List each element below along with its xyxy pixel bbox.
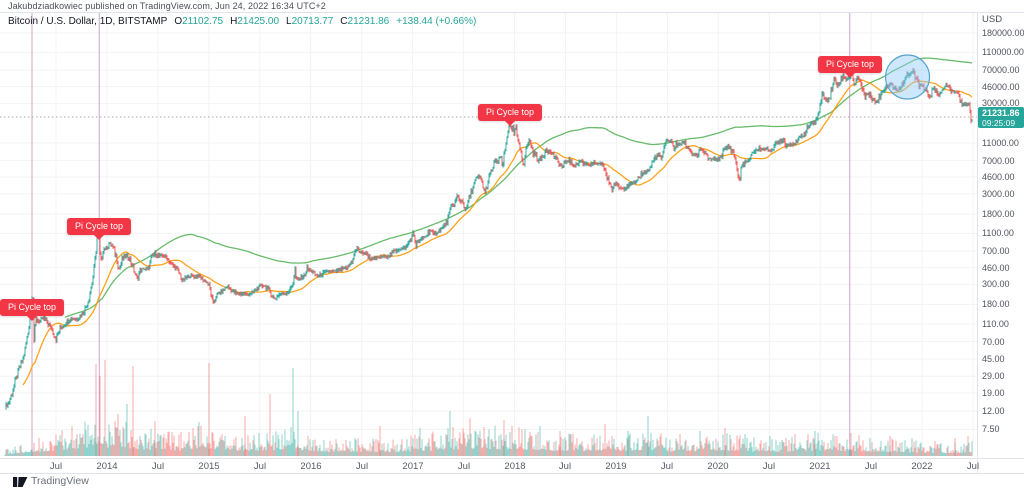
price-tick-label: 1800.00 xyxy=(982,209,1015,219)
price-tick-label: 3000.00 xyxy=(982,189,1015,199)
time-tick-label: 2019 xyxy=(605,461,627,472)
ohlc-low: L20713.77 xyxy=(286,16,334,27)
time-tick-label: Jul xyxy=(558,461,572,472)
tradingview-brand[interactable]: TradingView xyxy=(31,475,89,487)
price-tick-label: 180.00 xyxy=(982,299,1010,309)
candles-up xyxy=(5,68,973,410)
time-tick-label: Jul xyxy=(355,461,369,472)
highlight-circle[interactable] xyxy=(884,54,931,100)
time-tick-label: Jul xyxy=(457,461,471,472)
price-tick-label: 110.00 xyxy=(982,319,1009,329)
time-tick-label: 2017 xyxy=(402,461,424,472)
time-tick-label: Jul xyxy=(762,461,776,472)
time-tick-label: Jul xyxy=(49,461,63,472)
time-tick-label: Jul xyxy=(660,461,674,472)
pi-cycle-top-label[interactable]: Pi Cycle top xyxy=(66,218,132,235)
grid-lines xyxy=(0,12,977,456)
time-tick-label: Jul xyxy=(966,461,980,472)
ohlc-open: O21102.75 xyxy=(174,16,224,27)
price-tick-label: 19.00 xyxy=(982,388,1005,398)
symbol-legend: Bitcoin / U.S. Dollar, 1D, BITSTAMP O2110… xyxy=(8,16,476,27)
price-tick-label: 46000.00 xyxy=(982,82,1020,92)
price-tick-label: 30000.00 xyxy=(982,98,1020,108)
publisher-line: Jakubdziadkowiec published on TradingVie… xyxy=(8,1,326,11)
ohlc-high: H21425.00 xyxy=(230,16,280,27)
price-tick-label: 12.00 xyxy=(982,406,1005,416)
symbol-title[interactable]: Bitcoin / U.S. Dollar, 1D, BITSTAMP xyxy=(8,16,168,27)
footer-separator xyxy=(0,473,1024,474)
ma-350x2-line[interactable] xyxy=(64,57,973,318)
price-tick-label: 4600.00 xyxy=(982,172,1015,182)
time-tick-label: 2015 xyxy=(198,461,220,472)
time-tick-label: Jul xyxy=(151,461,165,472)
current-price-value: 21231.86 xyxy=(982,108,1020,118)
time-tick-label: 2014 xyxy=(96,461,118,472)
time-tick-label: Jul xyxy=(864,461,878,472)
price-axis-unit: USD xyxy=(982,14,1003,25)
candles-down xyxy=(6,68,972,408)
price-axis[interactable]: USD 180000.00 110000.00 70000.00 46000.00 30… xyxy=(977,12,1024,458)
ohlc-close: C21231.86 xyxy=(340,16,390,27)
pi-cycle-top-label[interactable]: Pi Cycle top xyxy=(0,299,65,316)
price-tick-label: 300.00 xyxy=(982,279,1010,289)
time-tick-label: 2016 xyxy=(300,461,322,472)
time-axis-separator xyxy=(0,458,1024,459)
price-tick-label: 7000.00 xyxy=(982,156,1015,166)
price-tick-label: 45.00 xyxy=(982,354,1005,364)
price-tick-label: 110000.00 xyxy=(982,47,1024,57)
ma-111-line[interactable] xyxy=(22,79,973,386)
volume-bars-down xyxy=(6,360,972,456)
price-tick-label: 700.00 xyxy=(982,246,1010,256)
price-tick-label: 1100.00 xyxy=(982,228,1014,238)
price-tick-label: 460.00 xyxy=(982,263,1010,273)
top-separator xyxy=(0,12,1024,13)
price-tick-label: 180000.00 xyxy=(982,28,1024,38)
price-tick-label: 70000.00 xyxy=(982,65,1020,75)
bar-countdown: 09:25:09 xyxy=(982,118,1016,128)
pi-cycle-top-label[interactable]: Pi Cycle top xyxy=(477,104,543,121)
time-tick-label: 2022 xyxy=(911,461,933,472)
tradingview-logo-icon[interactable] xyxy=(13,475,28,489)
current-price-badge: 21231.86 09:25:09 xyxy=(978,107,1024,128)
volume-bars-up xyxy=(4,368,973,456)
price-tick-label: 7.50 xyxy=(982,424,1000,434)
change-value: +138.44 (+0.66%) xyxy=(396,16,477,27)
price-tick-label: 29.00 xyxy=(982,371,1005,381)
time-tick-label: 2018 xyxy=(504,461,526,472)
price-axis-separator xyxy=(977,12,978,473)
time-axis[interactable]: Jul 2014 Jul 2015 Jul 2016 Jul 2017 Jul 2018 Jul 20… xyxy=(0,458,980,473)
time-tick-label: 2021 xyxy=(809,461,831,472)
price-tick-label: 11000.00 xyxy=(982,138,1019,148)
time-tick-label: Jul xyxy=(253,461,267,472)
pi-cycle-top-label[interactable]: Pi Cycle top xyxy=(817,56,883,73)
time-tick-label: 2020 xyxy=(707,461,729,472)
price-tick-label: 70.00 xyxy=(982,337,1005,347)
